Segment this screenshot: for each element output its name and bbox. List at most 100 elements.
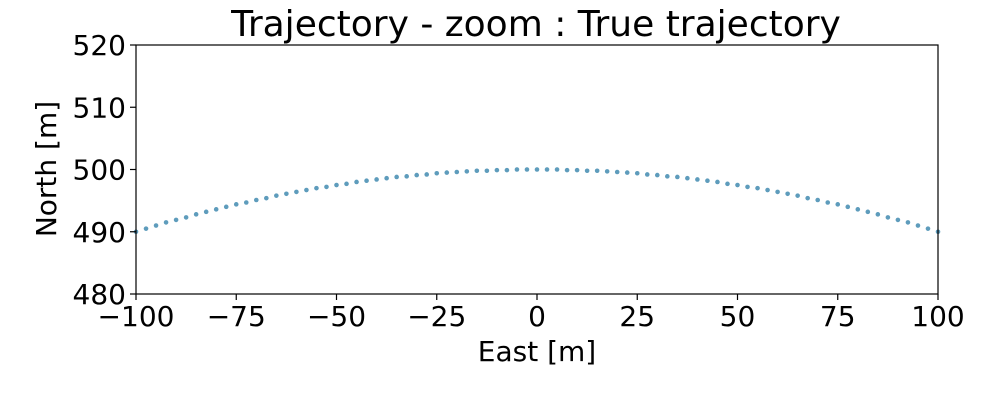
- data-point: [775, 189, 780, 195]
- data-point: [885, 215, 891, 220]
- data-point: [484, 168, 490, 174]
- data-point: [715, 179, 720, 185]
- data-point: [584, 168, 590, 174]
- data-point: [414, 172, 420, 178]
- data-point: [193, 212, 199, 217]
- data-point: [394, 174, 399, 180]
- data-point: [825, 200, 831, 205]
- data-point: [755, 185, 760, 191]
- data-point: [815, 197, 820, 203]
- y-tick-label: 510: [73, 91, 126, 124]
- data-point: [915, 223, 921, 228]
- data-point: [865, 209, 871, 215]
- y-tick-label: 490: [73, 216, 126, 249]
- data-point: [233, 202, 239, 207]
- data-point: [785, 191, 790, 197]
- data-point: [304, 187, 309, 193]
- data-point: [675, 174, 680, 180]
- data-point: [735, 182, 740, 188]
- data-point: [444, 170, 450, 175]
- data-point: [845, 204, 851, 210]
- data-point: [203, 209, 209, 215]
- data-point: [163, 220, 169, 225]
- data-point: [434, 170, 440, 176]
- x-tick-label: 0: [528, 300, 546, 333]
- data-point: [213, 207, 219, 212]
- x-tick-label: −75: [207, 300, 266, 333]
- data-point: [374, 177, 379, 182]
- data-point: [765, 187, 770, 193]
- data-point: [364, 178, 369, 184]
- data-point: [243, 200, 249, 205]
- data-point: [153, 223, 159, 228]
- data-point: [574, 167, 580, 173]
- data-point: [655, 172, 660, 178]
- x-tick-label: 25: [619, 300, 655, 333]
- data-point: [424, 172, 430, 177]
- data-point: [274, 193, 279, 198]
- y-tick-label: 500: [73, 154, 126, 187]
- data-point: [925, 226, 931, 231]
- data-points: [133, 167, 941, 235]
- y-tick-label: 520: [73, 29, 126, 62]
- data-point: [294, 189, 299, 195]
- y-axis-ticks: 480 490 500 510 520: [73, 29, 136, 311]
- x-tick-label: 50: [720, 300, 756, 333]
- x-tick-label: −100: [98, 300, 175, 333]
- x-tick-label: 100: [911, 300, 964, 333]
- data-point: [795, 193, 800, 198]
- data-point: [855, 207, 861, 212]
- data-point: [594, 168, 600, 174]
- data-point: [264, 195, 269, 201]
- data-point: [314, 185, 319, 191]
- data-point: [454, 169, 460, 175]
- data-point: [895, 217, 901, 223]
- x-tick-label: −50: [307, 300, 366, 333]
- data-point: [614, 169, 620, 175]
- data-point: [284, 191, 289, 197]
- data-point: [223, 204, 229, 210]
- data-point: [634, 170, 640, 176]
- data-point: [875, 212, 881, 217]
- data-point: [514, 167, 520, 172]
- x-tick-label: 75: [820, 300, 856, 333]
- data-point: [334, 182, 339, 188]
- data-point: [604, 169, 610, 174]
- data-point: [474, 168, 480, 174]
- data-point: [384, 175, 389, 181]
- data-point: [143, 226, 149, 231]
- y-tick-label: 480: [73, 278, 126, 311]
- data-point: [644, 172, 650, 177]
- data-point: [544, 167, 550, 172]
- data-point: [344, 181, 349, 187]
- data-point: [624, 170, 630, 175]
- data-point: [705, 178, 710, 184]
- data-point: [494, 167, 500, 173]
- chart-title: Trajectory - zoom : True trajectory: [230, 4, 841, 45]
- data-point: [464, 169, 470, 174]
- data-point: [554, 167, 560, 172]
- x-axis-ticks: −100 −75 −50 −25 0 25 50 75 100: [98, 294, 965, 333]
- data-point: [665, 174, 670, 179]
- data-point: [324, 184, 329, 190]
- data-point: [745, 184, 750, 190]
- data-point: [534, 167, 540, 172]
- data-point: [905, 220, 911, 225]
- data-point: [253, 197, 259, 203]
- data-point: [695, 177, 700, 182]
- data-point: [354, 179, 359, 185]
- data-point: [805, 195, 810, 201]
- data-point: [404, 174, 409, 179]
- data-point: [173, 217, 179, 223]
- data-point: [564, 167, 570, 173]
- data-point: [835, 202, 841, 207]
- data-point: [524, 167, 530, 172]
- data-point: [504, 167, 510, 173]
- data-point: [183, 215, 189, 220]
- data-point: [725, 181, 730, 187]
- x-axis-label: East [m]: [478, 335, 596, 368]
- y-axis-label: North [m]: [30, 101, 63, 237]
- data-point: [685, 175, 690, 181]
